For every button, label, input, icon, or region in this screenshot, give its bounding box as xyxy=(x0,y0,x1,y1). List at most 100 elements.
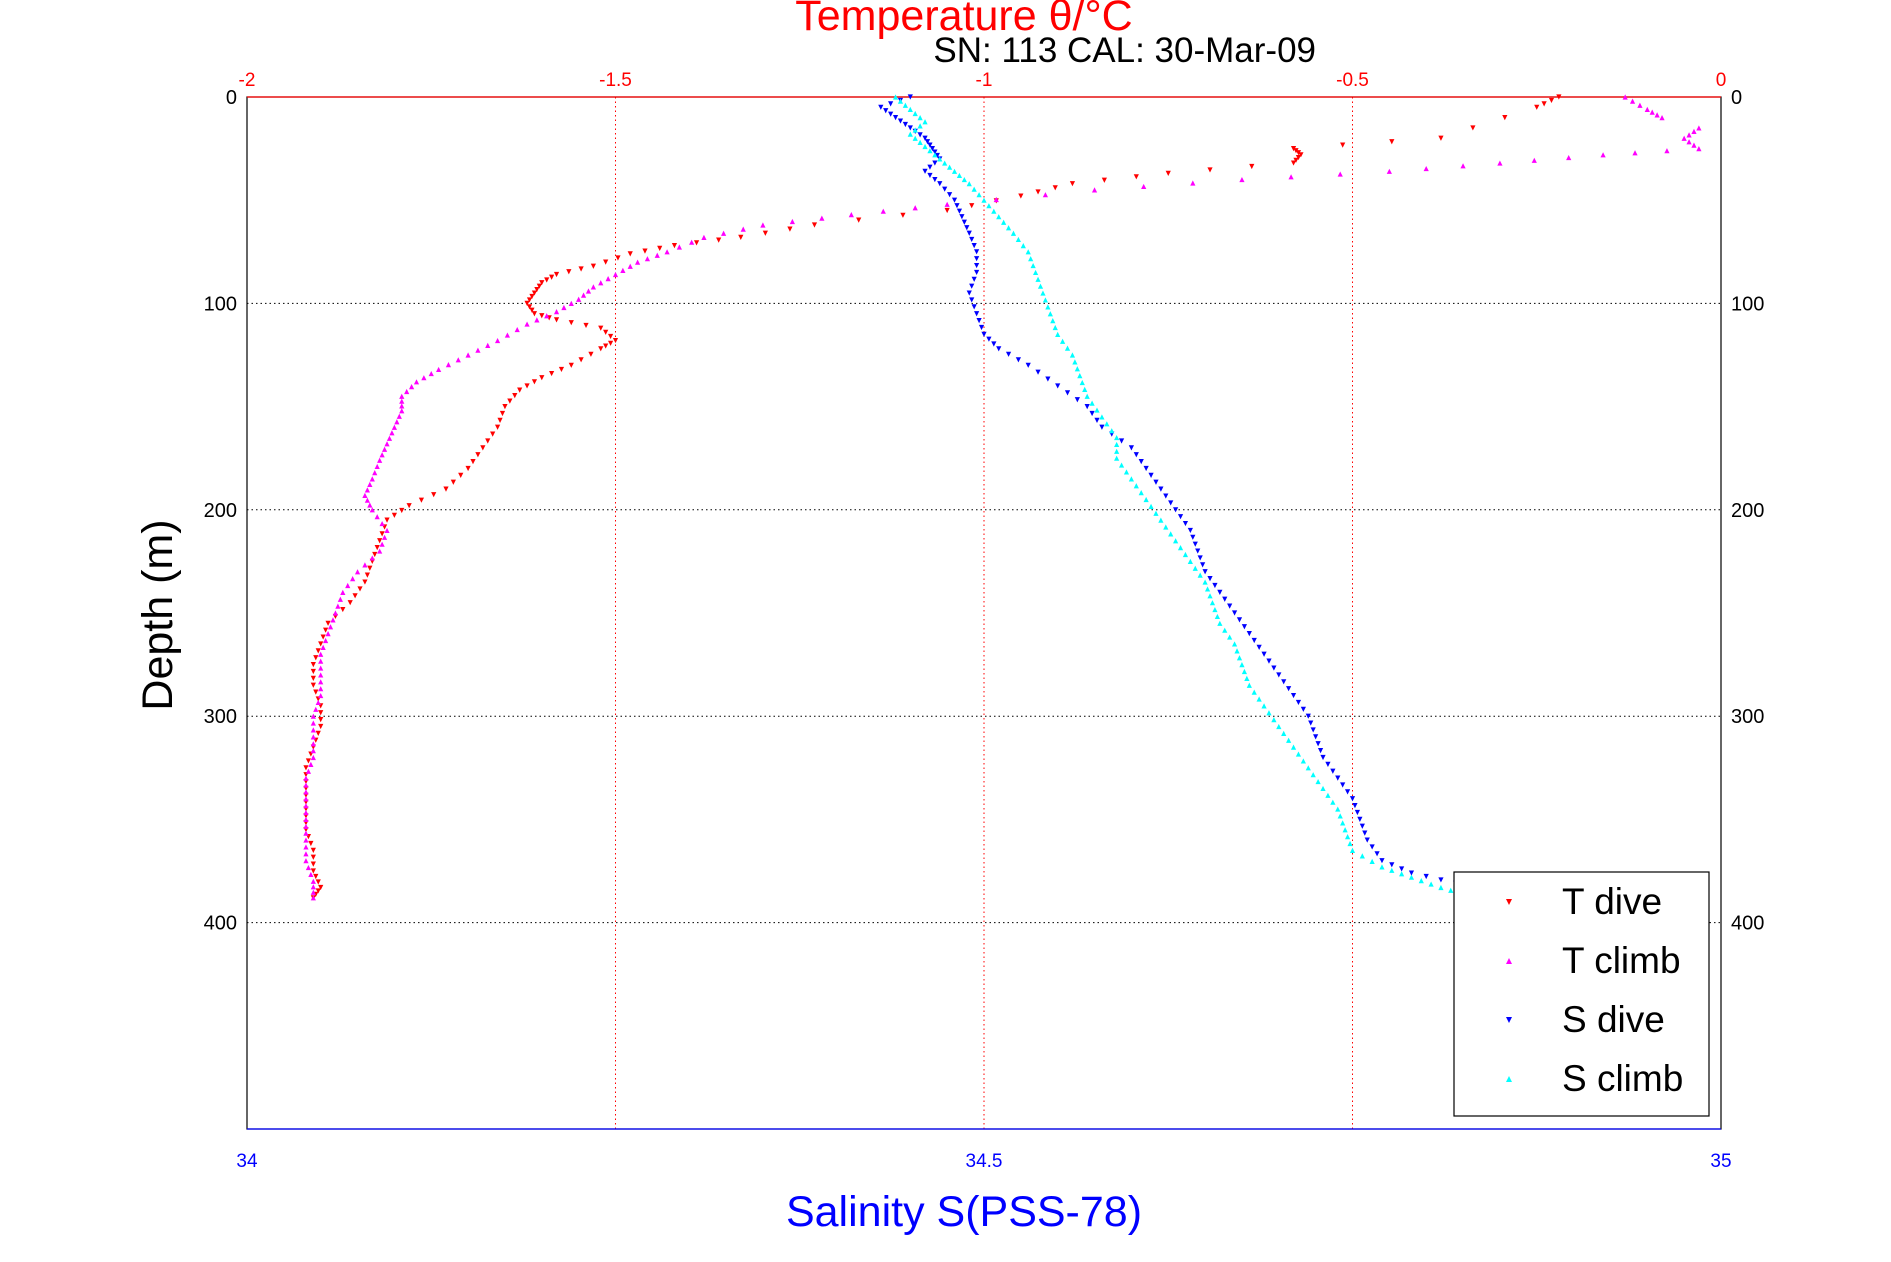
t-climb-point xyxy=(740,226,746,232)
s-dive-point xyxy=(878,104,884,110)
s-dive-point xyxy=(1364,837,1370,843)
s-climb-point xyxy=(937,156,943,162)
t-climb-point xyxy=(327,624,334,630)
s-climb-point xyxy=(1109,428,1115,434)
t-dive-point xyxy=(310,668,316,675)
s-dive-point xyxy=(1158,486,1164,492)
s-dive-point xyxy=(1084,404,1090,410)
s-climb-point xyxy=(1028,256,1034,262)
t-climb-point xyxy=(605,276,611,282)
s-climb-point xyxy=(1212,606,1218,613)
s-dive-point xyxy=(883,108,889,114)
s-dive-point xyxy=(922,135,928,141)
t-dive-point xyxy=(1293,148,1299,154)
t-dive-point xyxy=(1340,142,1346,148)
t-dive-point xyxy=(693,240,700,246)
salinity-tick-label: 34 xyxy=(236,1151,258,1172)
legend: T dive T climb S dive S climb xyxy=(1453,871,1710,1117)
s-climb-point xyxy=(1050,318,1056,324)
t-climb-point xyxy=(590,284,596,290)
t-climb-point xyxy=(318,672,324,678)
t-dive-point xyxy=(856,217,862,223)
t-dive-point xyxy=(536,283,542,289)
t-dive-point xyxy=(352,593,358,599)
t-climb-point xyxy=(354,569,361,575)
t-dive-point xyxy=(318,884,324,891)
t-climb-point xyxy=(1460,163,1466,169)
t-dive-point xyxy=(1295,154,1302,161)
calibration-subtitle: SN: 113 CAL: 30-Mar-09 xyxy=(933,31,1316,70)
t-dive-point xyxy=(1290,160,1297,166)
t-dive-point xyxy=(607,340,614,346)
t-climb-point xyxy=(445,362,452,368)
t-climb-point xyxy=(310,741,316,747)
t-climb-point xyxy=(436,366,442,373)
s-climb-point xyxy=(976,192,982,198)
salinity-tick-label: 35 xyxy=(1710,1151,1731,1172)
s-climb-point xyxy=(1209,600,1216,606)
t-dive-point xyxy=(418,497,425,503)
s-climb-point xyxy=(1069,352,1076,358)
t-climb-point xyxy=(654,252,660,258)
s-climb-point xyxy=(1123,469,1130,475)
s-climb-point xyxy=(1020,243,1026,249)
s-climb-point xyxy=(1369,858,1375,864)
s-climb-point xyxy=(1347,840,1353,847)
t-climb-point xyxy=(1566,154,1572,161)
temperature-tick-label: -1.5 xyxy=(599,70,632,91)
s-climb-point xyxy=(1084,393,1090,399)
s-climb-point xyxy=(1295,751,1302,757)
t-climb-point xyxy=(421,375,427,381)
t-climb-point xyxy=(303,844,309,850)
s-dive-point xyxy=(942,186,948,192)
t-climb-point xyxy=(413,379,420,385)
s-dive-point xyxy=(1192,541,1198,547)
s-dive-point xyxy=(1138,459,1144,465)
t-climb-point xyxy=(377,548,383,554)
s-dive-point xyxy=(1286,686,1292,692)
t-dive-point xyxy=(1018,193,1024,199)
s-dive-point xyxy=(1389,862,1395,868)
s-dive-point xyxy=(1197,555,1203,561)
t-climb-point xyxy=(330,617,336,623)
s-dive-point xyxy=(1266,658,1272,664)
s-dive-point xyxy=(1015,357,1021,363)
s-climb-point xyxy=(1428,881,1434,887)
t-dive-point xyxy=(372,551,378,558)
t-climb-point xyxy=(369,555,375,561)
t-climb-point xyxy=(305,864,312,871)
t-dive-point xyxy=(603,259,609,265)
s-dive-point xyxy=(1187,527,1193,534)
t-climb-point xyxy=(303,809,309,816)
s-climb-point xyxy=(1089,400,1095,406)
s-climb-point xyxy=(1177,545,1184,551)
t-dive-point xyxy=(590,263,596,269)
s-dive-point xyxy=(927,164,933,170)
t-dive-point xyxy=(384,517,390,523)
s-climb-point xyxy=(1344,834,1351,840)
t-dive-point xyxy=(531,311,538,317)
t-climb-point xyxy=(362,562,368,568)
t-dive-point xyxy=(539,280,545,286)
t-dive-point xyxy=(1207,167,1213,173)
t-climb-point xyxy=(1091,187,1098,193)
t-dive-point xyxy=(340,606,346,613)
s-dive-point xyxy=(927,142,933,148)
s-climb-point xyxy=(1037,283,1044,289)
t-climb-point xyxy=(310,878,316,884)
t-dive-point xyxy=(1541,101,1547,107)
t-climb-point xyxy=(1686,139,1692,145)
s-dive-point xyxy=(1227,603,1233,609)
s-dive-point xyxy=(1212,582,1218,589)
t-climb-point xyxy=(379,452,385,458)
t-dive-point xyxy=(615,255,621,261)
s-dive-point xyxy=(1276,672,1282,678)
s-dive-point xyxy=(1143,465,1149,472)
s-dive-point xyxy=(1190,534,1196,540)
t-climb-point xyxy=(310,754,316,761)
depth-tick-label-left: 100 xyxy=(204,293,237,315)
t-climb-point xyxy=(369,476,375,482)
s-dive-point xyxy=(974,262,980,269)
s-climb-point xyxy=(1077,373,1083,379)
t-dive-point xyxy=(465,465,471,472)
